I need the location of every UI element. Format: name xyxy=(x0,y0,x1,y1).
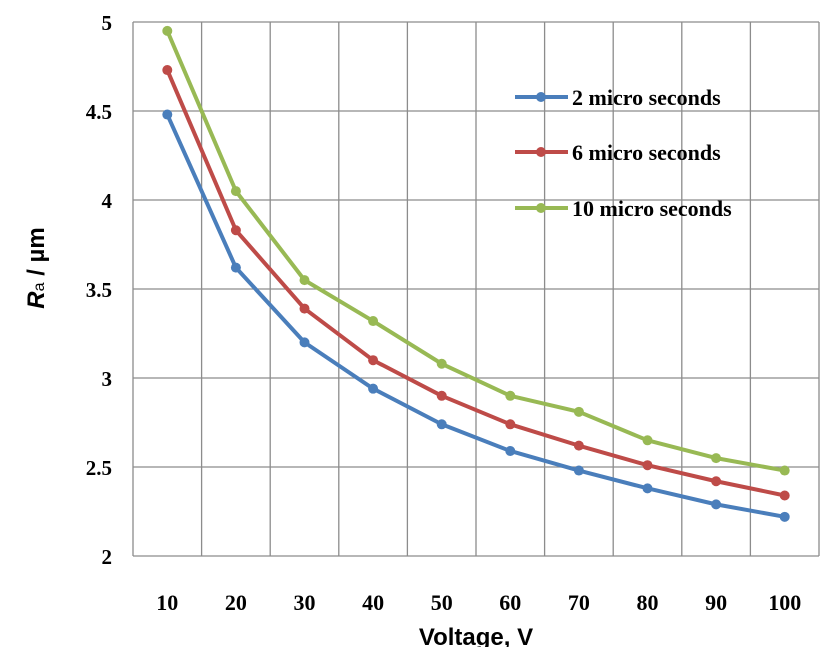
y-axis-title-subscript: a xyxy=(31,282,48,291)
legend: 2 micro seconds 6 micro seconds 10 micro s… xyxy=(515,85,732,221)
data-point xyxy=(573,465,584,476)
x-tick-label: 50 xyxy=(431,590,453,615)
series-2 xyxy=(162,65,790,501)
x-axis-title: Voltage, V xyxy=(419,624,533,647)
series-line xyxy=(165,30,786,473)
data-point xyxy=(711,453,722,464)
x-tick-label: 20 xyxy=(225,590,247,615)
y-tick-label: 2.5 xyxy=(86,456,112,480)
x-tick-label: 60 xyxy=(499,590,521,615)
data-point xyxy=(162,25,173,36)
data-point xyxy=(230,186,241,197)
series-lines xyxy=(162,25,790,522)
data-point xyxy=(368,316,379,327)
y-tick-label: 4.5 xyxy=(86,100,112,124)
data-point xyxy=(642,483,653,494)
x-tick-label: 40 xyxy=(362,590,384,615)
y-tick-label: 3 xyxy=(102,367,113,391)
x-tick-label: 30 xyxy=(294,590,316,615)
x-tick-label: 70 xyxy=(568,590,590,615)
data-point xyxy=(230,225,241,236)
data-point xyxy=(436,419,447,430)
x-axis-tick-labels: 10 20 30 40 50 60 70 80 90 100 xyxy=(156,590,801,615)
x-tick-label: 80 xyxy=(637,590,659,615)
series-3 xyxy=(162,25,790,476)
series-line xyxy=(165,113,786,519)
data-point xyxy=(505,390,516,401)
data-point xyxy=(711,476,722,487)
series-line xyxy=(165,69,786,498)
legend-swatch-marker xyxy=(536,92,546,102)
data-point xyxy=(779,490,790,501)
y-tick-label: 4 xyxy=(102,189,113,213)
data-point xyxy=(299,275,310,286)
y-tick-label: 2 xyxy=(102,545,113,569)
y-axis-title: Ra / µm xyxy=(23,227,50,308)
y-axis-title-unit: / µm xyxy=(23,227,50,282)
data-point xyxy=(162,109,173,120)
data-point xyxy=(711,499,722,510)
legend-label: 2 micro seconds xyxy=(572,85,721,110)
y-axis-title-symbol: R xyxy=(23,291,50,309)
data-point xyxy=(368,355,379,366)
legend-label: 6 micro seconds xyxy=(572,140,721,165)
data-point xyxy=(505,419,516,430)
y-axis-tick-labels: 2 2.5 3 3.5 4 4.5 5 xyxy=(86,11,113,569)
data-point xyxy=(368,383,379,394)
x-tick-label: 10 xyxy=(156,590,178,615)
data-point xyxy=(779,511,790,522)
x-tick-label: 100 xyxy=(768,590,801,615)
legend-label: 10 micro seconds xyxy=(572,196,732,221)
legend-swatch-marker xyxy=(536,203,546,213)
data-point xyxy=(436,358,447,369)
y-tick-label: 5 xyxy=(102,11,113,35)
y-tick-label: 3.5 xyxy=(86,278,112,302)
data-point xyxy=(573,406,584,417)
data-point xyxy=(230,262,241,273)
data-point xyxy=(299,337,310,348)
data-point xyxy=(573,440,584,451)
data-point xyxy=(505,445,516,456)
data-point xyxy=(299,303,310,314)
data-point xyxy=(642,435,653,446)
data-point xyxy=(436,390,447,401)
series-1 xyxy=(162,109,790,522)
legend-swatch-marker xyxy=(536,147,546,157)
data-point xyxy=(162,65,173,76)
x-tick-label: 90 xyxy=(705,590,727,615)
data-point xyxy=(642,460,653,471)
data-point xyxy=(779,465,790,476)
